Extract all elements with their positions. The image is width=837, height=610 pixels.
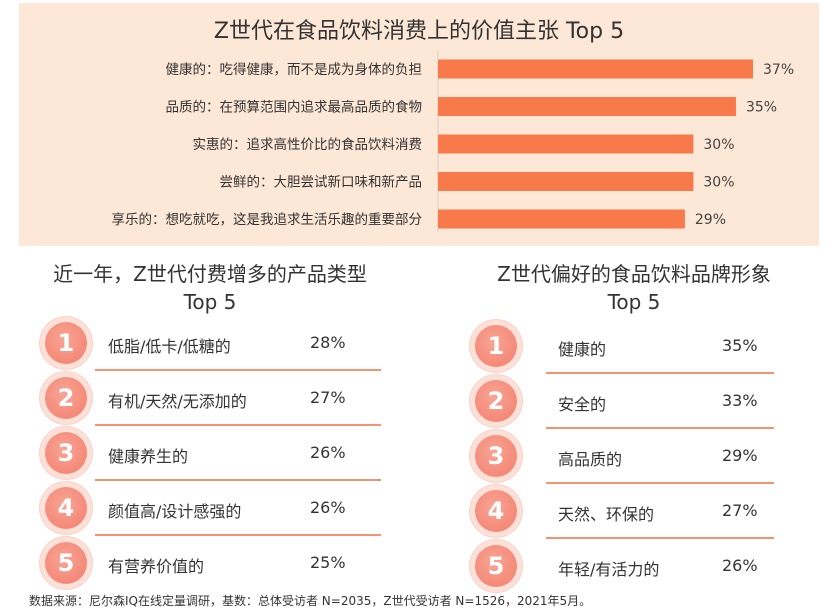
rank-item-label: 安全的 — [558, 395, 607, 414]
rank-item-value: 26% — [310, 498, 346, 517]
bar — [438, 59, 753, 79]
rank-badge: 5 — [45, 542, 87, 584]
rank-item-label: 健康的 — [558, 340, 607, 359]
brand-image-title-line-1: Z世代偏好的食品饮料品牌形象 — [497, 262, 771, 286]
rank-item-label: 低脂/低卡/低糖的 — [108, 337, 231, 356]
bar — [438, 209, 685, 229]
row-divider — [95, 369, 381, 371]
bar-value-label: 37% — [763, 62, 794, 78]
rank-item-value: 29% — [722, 446, 758, 465]
rank-item-value: 26% — [310, 443, 346, 462]
rank-item-value: 27% — [310, 388, 346, 407]
rank-badge: 4 — [45, 487, 87, 529]
rank-item-label: 有营养价值的 — [108, 557, 205, 576]
rank-item-value: 27% — [722, 501, 758, 520]
row-divider — [546, 537, 774, 539]
bar-value-label: 30% — [703, 175, 734, 191]
rank-badge: 1 — [475, 325, 517, 367]
row-divider — [95, 534, 381, 536]
value-proposition-bar-chart: 健康的：吃得健康，而不是成为身体的负担 37% 品质的：在预算范围内追求最高品质的食… — [112, 50, 794, 232]
rank-item-label: 健康养生的 — [108, 447, 189, 466]
rank-item-value: 33% — [722, 391, 758, 410]
paid-more-section-title: 近一年，Z世代付费增多的产品类型 Top 5 — [20, 260, 400, 316]
rank-badge: 5 — [475, 545, 517, 587]
rank-badge: 2 — [475, 380, 517, 422]
rank-item-label: 有机/天然/无添加的 — [108, 392, 247, 411]
rank-item-value: 26% — [722, 556, 758, 575]
paid-more-title-line-2: Top 5 — [183, 290, 237, 314]
rank-badge: 1 — [45, 322, 87, 364]
rank-item-value: 35% — [722, 336, 758, 355]
row-divider — [95, 424, 381, 426]
row-divider — [546, 372, 774, 374]
bar — [438, 97, 736, 116]
bar-category-label: 实惠的：追求高性价比的食品饮料消费 — [193, 136, 423, 153]
bar-value-label: 30% — [703, 137, 734, 153]
row-divider — [546, 427, 774, 429]
rank-item-label: 天然、环保的 — [558, 505, 655, 524]
bar-value-label: 35% — [746, 100, 777, 116]
data-source-footer: 数据来源：尼尔森IQ在线定量调研，基数：总体受访者 N=2035，Z世代受访者 … — [29, 594, 592, 608]
bar-category-label: 享乐的：想吃就吃，这是我追求生活乐趣的重要部分 — [112, 211, 423, 228]
rank-item-label: 高品质的 — [558, 450, 623, 469]
row-divider — [95, 479, 381, 481]
bar-value-label: 29% — [695, 212, 726, 228]
brand-image-title-line-2: Top 5 — [607, 290, 661, 314]
paid-more-title-line-1: 近一年，Z世代付费增多的产品类型 — [53, 262, 367, 286]
bar-category-label: 健康的：吃得健康，而不是成为身体的负担 — [166, 61, 423, 78]
bar-category-label: 品质的：在预算范围内追求最高品质的食物 — [166, 99, 423, 116]
rank-item-value: 25% — [310, 553, 346, 572]
bar — [438, 172, 694, 191]
bar-category-label: 尝鲜的：大胆尝试新口味和新产品 — [220, 175, 423, 191]
rank-item-label: 颜值高/设计感强的 — [108, 502, 242, 521]
rank-item-label: 年轻/有活力的 — [558, 560, 660, 579]
rank-badge: 4 — [475, 490, 517, 532]
value-proposition-panel: Z世代在食品饮料消费上的价值主张 Top 5 — [19, 3, 819, 246]
rank-badge: 3 — [475, 435, 517, 477]
brand-image-section-title: Z世代偏好的食品饮料品牌形象 Top 5 — [449, 260, 819, 316]
rank-badge: 3 — [45, 432, 87, 474]
value-proposition-title: Z世代在食品饮料消费上的价值主张 Top 5 — [213, 19, 625, 44]
bar — [438, 134, 694, 154]
row-divider — [546, 482, 774, 484]
rank-item-value: 28% — [310, 333, 346, 352]
rank-badge: 2 — [45, 377, 87, 419]
